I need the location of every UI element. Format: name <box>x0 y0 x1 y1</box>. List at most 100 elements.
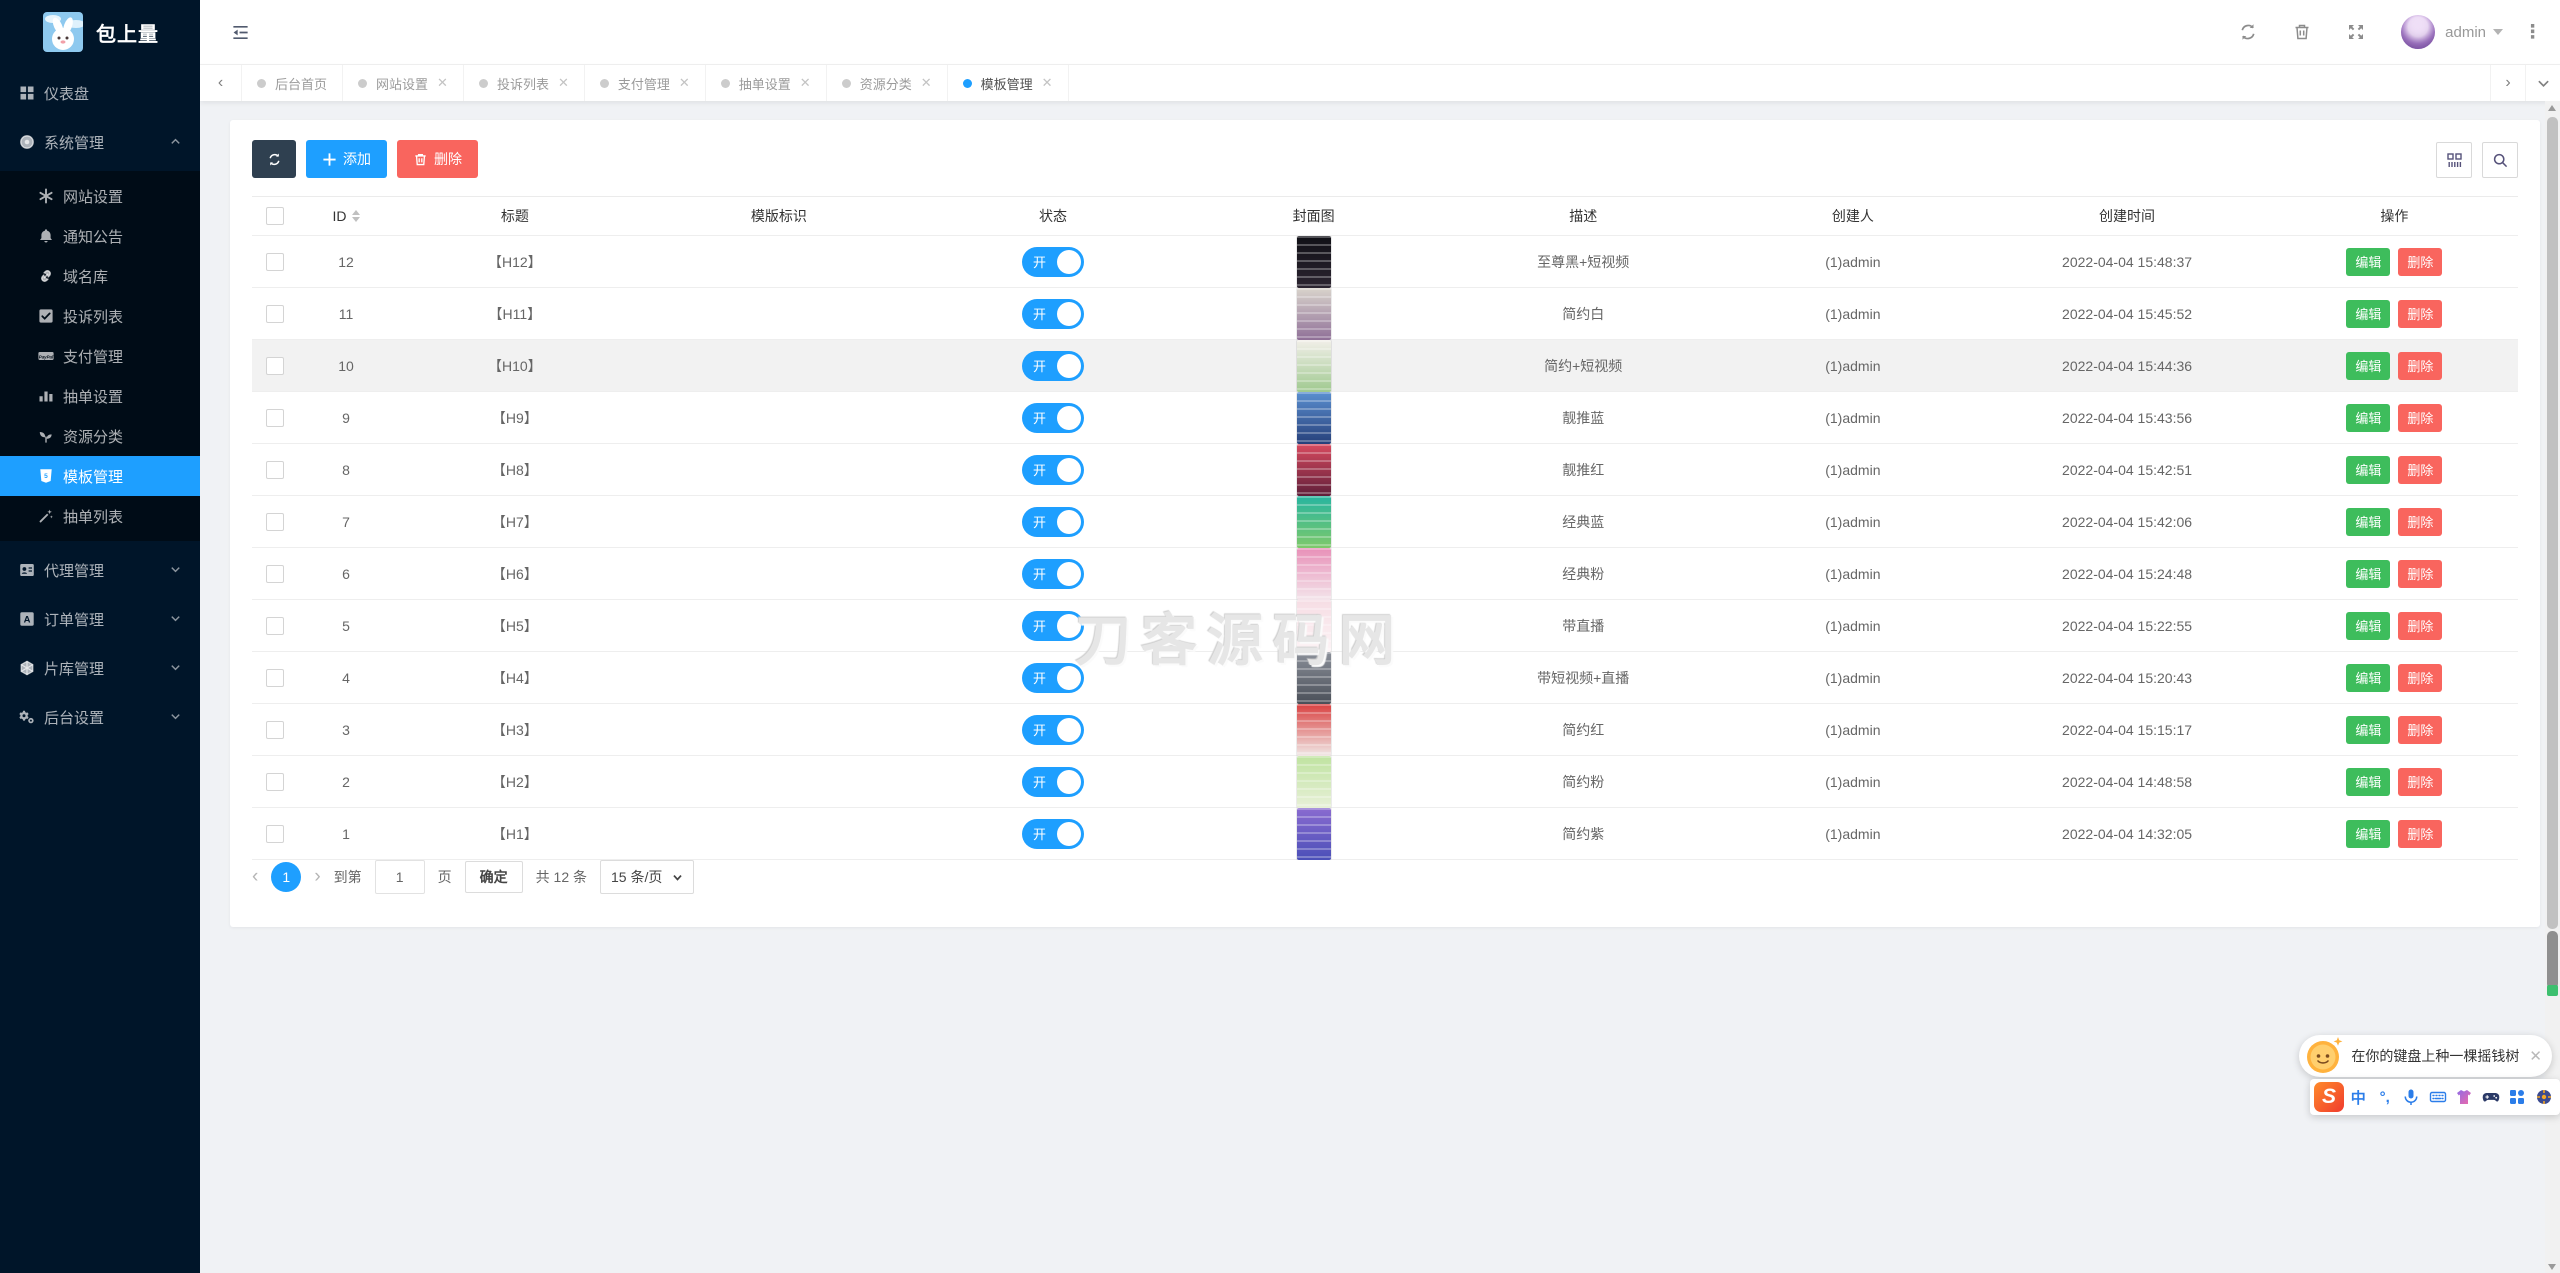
scrollbar-down-icon[interactable] <box>2548 1264 2556 1270</box>
row-checkbox[interactable] <box>265 304 284 323</box>
row-checkbox[interactable] <box>265 460 284 479</box>
delete-row-button[interactable]: 删除 <box>2398 507 2443 536</box>
delete-row-button[interactable]: 删除 <box>2398 767 2443 796</box>
cover-thumbnail-image[interactable] <box>1296 547 1331 600</box>
next-page-icon[interactable]: › <box>314 866 321 887</box>
sogou-logo-icon[interactable]: S <box>2314 1082 2344 1112</box>
confirm-page-button[interactable]: 确定 <box>464 861 523 893</box>
edit-button[interactable]: 编辑 <box>2346 247 2391 276</box>
delete-row-button[interactable]: 删除 <box>2398 611 2443 640</box>
cover-thumbnail-image[interactable] <box>1296 651 1331 704</box>
status-toggle[interactable]: 开 <box>1022 610 1084 641</box>
ime-tip-close-icon[interactable]: ✕ <box>2529 1048 2542 1065</box>
row-checkbox[interactable] <box>265 668 284 687</box>
tab-payment-management[interactable]: 支付管理 ✕ <box>585 65 706 101</box>
add-button[interactable]: 添加 <box>306 140 387 178</box>
delete-row-button[interactable]: 删除 <box>2398 663 2443 692</box>
row-checkbox[interactable] <box>265 720 284 739</box>
row-checkbox[interactable] <box>265 356 284 375</box>
edit-button[interactable]: 编辑 <box>2346 663 2391 692</box>
chinese-mode-icon[interactable]: 中 <box>2350 1089 2366 1107</box>
cover-thumbnail-image[interactable] <box>1296 235 1331 288</box>
toolbox-icon[interactable] <box>2532 1082 2557 1112</box>
edit-button[interactable]: 编辑 <box>2346 819 2391 848</box>
edit-button[interactable]: 编辑 <box>2346 507 2391 536</box>
status-toggle[interactable]: 开 <box>1022 246 1084 277</box>
sidebar-item-domain-library[interactable]: 域名库 <box>0 256 200 296</box>
scrollbar-thumb-secondary[interactable] <box>2547 931 2558 989</box>
punctuation-icon[interactable]: °, <box>2379 1088 2390 1106</box>
column-header-0[interactable]: ID <box>297 208 394 224</box>
user-menu-caret-icon[interactable] <box>2493 29 2503 35</box>
cover-thumbnail-image[interactable] <box>1296 755 1331 808</box>
status-toggle[interactable]: 开 <box>1022 662 1084 693</box>
cover-thumbnail-image[interactable] <box>1296 495 1331 548</box>
more-options-icon[interactable]: ⋮ <box>2523 21 2542 43</box>
sort-icon[interactable] <box>351 210 360 222</box>
status-toggle[interactable]: 开 <box>1022 714 1084 745</box>
tab-close-icon[interactable]: ✕ <box>799 75 811 90</box>
page-number-button[interactable]: 1 <box>271 862 302 892</box>
select-all-checkbox[interactable] <box>265 207 284 225</box>
tab-close-icon[interactable]: ✕ <box>920 75 932 90</box>
edit-button[interactable]: 编辑 <box>2346 559 2391 588</box>
page-size-select[interactable]: 15 条/页 <box>600 860 695 894</box>
delete-row-button[interactable]: 删除 <box>2398 403 2443 432</box>
edit-button[interactable]: 编辑 <box>2346 767 2391 796</box>
tab-close-icon[interactable]: ✕ <box>557 75 569 90</box>
edit-button[interactable]: 编辑 <box>2346 403 2391 432</box>
cover-thumbnail-image[interactable] <box>1296 443 1331 496</box>
tabs-menu-icon[interactable] <box>2525 65 2560 101</box>
tabs-scroll-right-icon[interactable]: › <box>2490 65 2525 101</box>
tabs-scroll-left-icon[interactable]: ‹ <box>200 65 242 101</box>
cover-thumbnail-image[interactable] <box>1296 599 1331 652</box>
delete-row-button[interactable]: 删除 <box>2398 559 2443 588</box>
username-label[interactable]: admin <box>2445 23 2486 41</box>
column-settings-icon[interactable] <box>2436 142 2472 178</box>
edit-button[interactable]: 编辑 <box>2346 715 2391 744</box>
sidebar-item-site-settings[interactable]: 网站设置 <box>0 176 200 216</box>
search-icon[interactable] <box>2482 142 2518 178</box>
user-avatar[interactable] <box>2401 15 2436 49</box>
sidebar-item-draw-settings[interactable]: 抽单设置 <box>0 376 200 416</box>
sidebar-item-backend-settings[interactable]: 后台设置 <box>0 697 200 737</box>
status-toggle[interactable]: 开 <box>1022 506 1084 537</box>
tab-site-settings[interactable]: 网站设置 ✕ <box>343 65 464 101</box>
sidebar-item-dashboard[interactable]: 仪表盘 <box>0 73 200 113</box>
sidebar-item-order-management[interactable]: A 订单管理 <box>0 599 200 639</box>
sidebar-item-draw-list[interactable]: 抽单列表 <box>0 496 200 536</box>
status-toggle[interactable]: 开 <box>1022 454 1084 485</box>
delete-row-button[interactable]: 删除 <box>2398 819 2443 848</box>
gamepad-icon[interactable] <box>2479 1082 2504 1112</box>
sidebar-item-notice[interactable]: 通知公告 <box>0 216 200 256</box>
sidebar-item-film-library[interactable]: 片库管理 <box>0 648 200 688</box>
cover-thumbnail-image[interactable] <box>1296 703 1331 756</box>
delete-row-button[interactable]: 删除 <box>2398 351 2443 380</box>
prev-page-icon[interactable]: ‹ <box>252 866 259 887</box>
sidebar-item-system-management[interactable]: 系统管理 <box>0 122 200 162</box>
scrollbar[interactable] <box>2545 101 2560 1273</box>
tab-draw-settings[interactable]: 抽单设置 ✕ <box>706 65 827 101</box>
row-checkbox[interactable] <box>265 564 284 583</box>
delete-row-button[interactable]: 删除 <box>2398 299 2443 328</box>
row-checkbox[interactable] <box>265 616 284 635</box>
sidebar-item-payment-management[interactable]: PayPal 支付管理 <box>0 336 200 376</box>
row-checkbox[interactable] <box>265 512 284 531</box>
delete-button[interactable]: 删除 <box>397 140 478 178</box>
tab-close-icon[interactable]: ✕ <box>678 75 690 90</box>
trash-icon[interactable] <box>2292 22 2312 42</box>
scrollbar-up-icon[interactable] <box>2548 105 2556 111</box>
tab-template-management[interactable]: 模板管理 ✕ <box>948 65 1069 101</box>
cover-thumbnail-image[interactable] <box>1296 339 1331 392</box>
fullscreen-icon[interactable] <box>2346 22 2366 42</box>
collapse-sidebar-icon[interactable] <box>231 23 250 42</box>
page-jump-input[interactable] <box>374 860 425 894</box>
edit-button[interactable]: 编辑 <box>2346 351 2391 380</box>
keyboard-icon[interactable] <box>2426 1082 2451 1112</box>
refresh-table-button[interactable] <box>252 140 296 178</box>
row-checkbox[interactable] <box>265 824 284 843</box>
tab-close-icon[interactable]: ✕ <box>1041 75 1053 90</box>
sidebar-item-resource-category[interactable]: 资源分类 <box>0 416 200 456</box>
delete-row-button[interactable]: 删除 <box>2398 247 2443 276</box>
scrollbar-thumb[interactable] <box>2547 117 2558 929</box>
